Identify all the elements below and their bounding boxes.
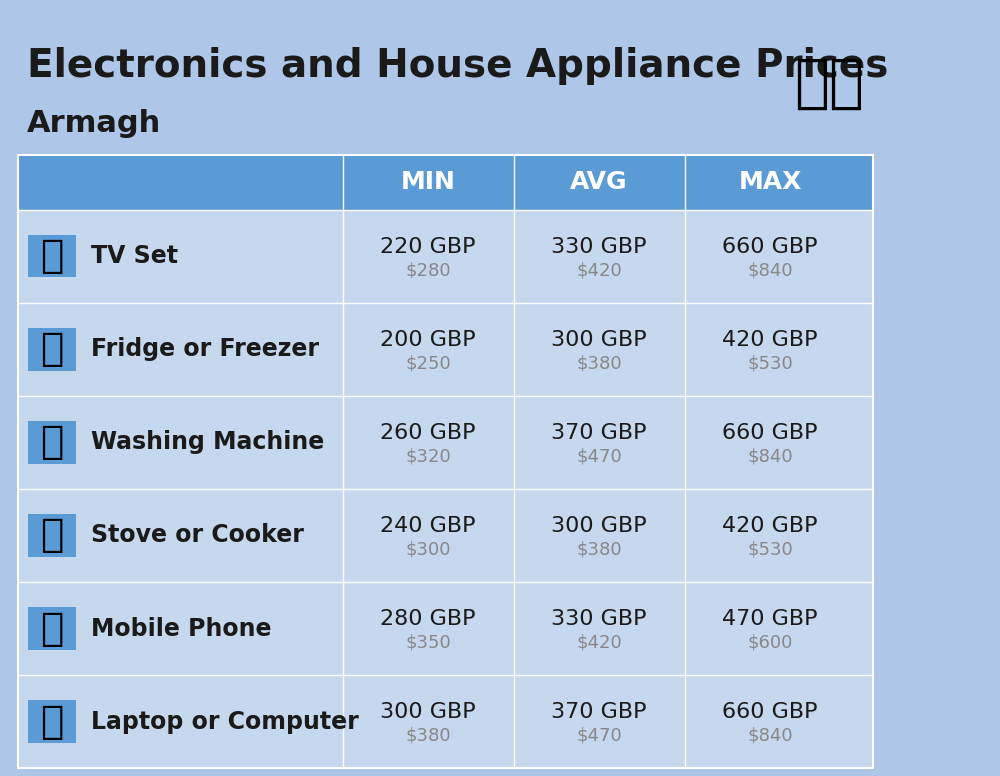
Text: 🇬🇧: 🇬🇧 (794, 54, 864, 111)
Text: $470: $470 (576, 726, 622, 745)
Text: $600: $600 (747, 633, 793, 652)
FancyBboxPatch shape (18, 303, 873, 396)
Text: $420: $420 (576, 633, 622, 652)
Text: 660 GBP: 660 GBP (722, 237, 818, 257)
Text: 470 GBP: 470 GBP (722, 609, 818, 629)
Text: 📱: 📱 (40, 610, 64, 647)
Text: 240 GBP: 240 GBP (380, 516, 476, 536)
Text: $280: $280 (405, 261, 451, 279)
Text: $840: $840 (747, 261, 793, 279)
Text: Mobile Phone: Mobile Phone (91, 617, 271, 640)
Text: $840: $840 (747, 726, 793, 745)
Text: TV Set: TV Set (91, 244, 178, 268)
Text: $840: $840 (747, 447, 793, 466)
Text: 🌀: 🌀 (40, 424, 64, 461)
FancyBboxPatch shape (18, 210, 873, 303)
Text: 💻: 💻 (40, 703, 64, 740)
Text: Fridge or Freezer: Fridge or Freezer (91, 338, 319, 361)
Text: 330 GBP: 330 GBP (551, 237, 647, 257)
Text: 260 GBP: 260 GBP (380, 423, 476, 443)
FancyBboxPatch shape (28, 234, 76, 278)
FancyBboxPatch shape (28, 421, 76, 464)
Text: $530: $530 (747, 540, 793, 559)
Text: $320: $320 (405, 447, 451, 466)
Text: $530: $530 (747, 354, 793, 372)
FancyBboxPatch shape (28, 700, 76, 743)
Text: 370 GBP: 370 GBP (551, 702, 647, 722)
FancyBboxPatch shape (28, 514, 76, 557)
FancyBboxPatch shape (28, 327, 76, 370)
Text: 300 GBP: 300 GBP (380, 702, 476, 722)
Text: 📺: 📺 (40, 237, 64, 275)
Text: $250: $250 (405, 354, 451, 372)
Text: 300 GBP: 300 GBP (551, 330, 647, 350)
Text: 370 GBP: 370 GBP (551, 423, 647, 443)
Text: MIN: MIN (401, 171, 456, 194)
FancyBboxPatch shape (18, 396, 873, 489)
Text: 660 GBP: 660 GBP (722, 423, 818, 443)
Text: $380: $380 (405, 726, 451, 745)
FancyBboxPatch shape (18, 155, 873, 210)
FancyBboxPatch shape (18, 582, 873, 675)
Text: 🧊: 🧊 (40, 331, 64, 368)
Text: Washing Machine: Washing Machine (91, 431, 324, 454)
Text: $420: $420 (576, 261, 622, 279)
Text: $380: $380 (576, 540, 622, 559)
Text: 300 GBP: 300 GBP (551, 516, 647, 536)
Text: AVG: AVG (570, 171, 628, 194)
Text: 220 GBP: 220 GBP (380, 237, 476, 257)
FancyBboxPatch shape (28, 607, 76, 650)
Text: $350: $350 (405, 633, 451, 652)
Text: 660 GBP: 660 GBP (722, 702, 818, 722)
Text: Stove or Cooker: Stove or Cooker (91, 524, 304, 547)
Text: Electronics and House Appliance Prices: Electronics and House Appliance Prices (27, 47, 888, 85)
Text: Armagh: Armagh (27, 109, 161, 137)
Text: 200 GBP: 200 GBP (380, 330, 476, 350)
Text: 330 GBP: 330 GBP (551, 609, 647, 629)
Text: 420 GBP: 420 GBP (722, 330, 818, 350)
Text: $470: $470 (576, 447, 622, 466)
Text: MAX: MAX (738, 171, 802, 194)
Text: 280 GBP: 280 GBP (380, 609, 476, 629)
Text: 🔥: 🔥 (40, 517, 64, 554)
FancyBboxPatch shape (18, 675, 873, 768)
Text: Laptop or Computer: Laptop or Computer (91, 710, 358, 733)
Text: 420 GBP: 420 GBP (722, 516, 818, 536)
Text: $300: $300 (405, 540, 451, 559)
Text: $380: $380 (576, 354, 622, 372)
FancyBboxPatch shape (18, 489, 873, 582)
